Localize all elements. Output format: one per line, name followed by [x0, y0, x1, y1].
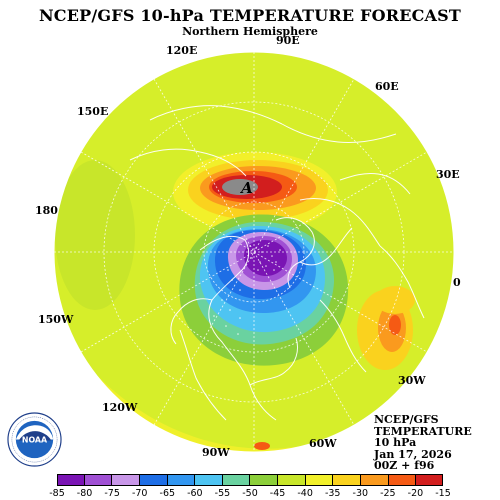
- legend-swatch-7: [250, 474, 279, 486]
- noaa-logo: NOAA: [7, 412, 62, 467]
- legend-swatch-2: [112, 474, 140, 486]
- lon-label-30w: 30W: [398, 374, 426, 387]
- legend-tick-label: -60: [187, 488, 203, 499]
- color-legend-labels: -85 -80 -75 -70 -65 -60 -55 -50 -45 -40 -35 -30 -25-…: [0, 488, 500, 500]
- svg-text:NOAA: NOAA: [22, 435, 48, 444]
- info-level: 10 hPa: [374, 436, 417, 449]
- legend-tick-label: -20: [407, 488, 424, 499]
- lon-label-0: 0: [453, 276, 461, 289]
- lon-label-60w: 60W: [309, 437, 337, 450]
- lon-label-150e: 150E: [77, 105, 109, 118]
- legend-swatch-4: [167, 474, 196, 486]
- legend-tick-label: -35: [324, 488, 341, 499]
- lon-label-150w: 150W: [38, 313, 74, 326]
- color-legend-bar: [57, 474, 443, 486]
- info-date: Jan 17, 2026: [374, 447, 452, 461]
- legend-tick-label: -75: [104, 488, 120, 499]
- legend-swatch-8: [278, 474, 306, 486]
- legend-swatch-5: [195, 474, 223, 486]
- legend-tick-label: -15: [435, 488, 451, 499]
- legend-tick-label: -40: [297, 488, 313, 499]
- lon-label-180: 180: [35, 204, 58, 217]
- legend-swatch-9: [305, 474, 334, 486]
- forecast-info: NCEP/GFS TEMPERATURE 10 hPa Jan 17, 2026…: [374, 414, 472, 472]
- legend-swatch-11: [361, 474, 389, 486]
- legend-tick-label: -70: [131, 488, 148, 499]
- legend-tick-label: -25: [380, 488, 396, 499]
- lon-label-120w: 120W: [102, 401, 138, 414]
- info-variable: TEMPERATURE: [374, 424, 472, 438]
- info-model: NCEP/GFS: [374, 413, 439, 426]
- legend-tick-label: -50: [242, 488, 258, 499]
- lon-label-120e: 120E: [166, 44, 198, 57]
- legend-tick-label: -30: [352, 488, 369, 499]
- legend-tick-label: -80: [76, 488, 93, 499]
- legend-swatch-0: [57, 474, 85, 486]
- legend-tick-label: -85: [49, 488, 65, 499]
- chart-subtitle: Northern Hemisphere: [182, 25, 318, 38]
- chart-title: NCEP/GFS 10-hPa TEMPERATURE FORECAST: [38, 6, 462, 25]
- high-marker: A: [239, 179, 253, 197]
- legend-tick-label: -45: [269, 488, 286, 499]
- legend-swatch-6: [222, 474, 251, 486]
- legend-swatch-3: [139, 474, 168, 486]
- legend-swatch-13: [416, 474, 443, 486]
- legend-swatch-12: [388, 474, 417, 486]
- lon-label-90e: 90E: [276, 34, 300, 47]
- lon-label-90w: 90W: [202, 446, 230, 459]
- legend-tick-label: -65: [159, 488, 176, 499]
- lon-label-60e: 60E: [375, 80, 399, 93]
- lon-label-30e: 30E: [436, 168, 460, 181]
- info-forecast-hour: 00Z + f96: [374, 459, 435, 472]
- legend-swatch-10: [333, 474, 362, 486]
- legend-tick-label: -55: [214, 488, 231, 499]
- legend-swatch-1: [84, 474, 113, 486]
